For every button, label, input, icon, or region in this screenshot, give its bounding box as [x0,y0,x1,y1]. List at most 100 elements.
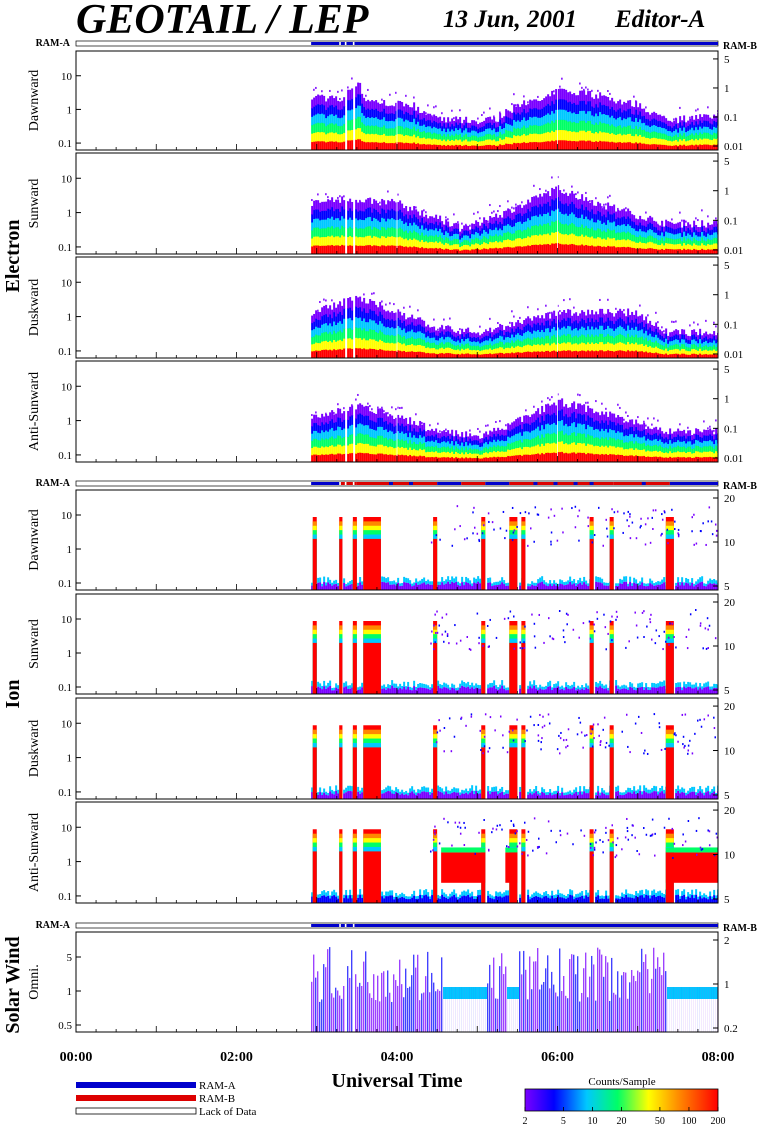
spectrogram-cell [499,131,502,139]
spectrogram-cell [493,235,496,243]
spectrogram-cell [425,336,428,343]
spectrogram-cell [383,227,386,237]
spectrogram-cell [647,137,650,145]
spectrogram-cell [603,343,606,352]
spectrogram-cell [599,211,602,221]
spectrogram-cell [369,318,372,330]
spectrogram-cell [463,441,466,447]
spectrogram-cell [603,414,606,423]
spectrogram-cell [337,125,340,135]
spectrogram-cell [377,142,380,150]
spectrogram-cell [421,131,424,139]
spectrogram-cell [413,230,416,239]
spectrogram-cell [337,417,340,427]
spectrogram-cell [701,225,704,233]
spectrogram-cell [313,236,316,246]
spectrogram-cell [577,403,580,414]
spectrogram-cell [427,137,430,145]
spectrogram-cell [661,133,664,140]
spectrogram-cell [687,238,690,244]
spectrogram-cell [523,415,526,424]
spectrogram-cell [375,236,378,246]
spectrogram-cell [375,437,378,447]
spectrogram-cell [593,115,596,125]
spectrogram-cell [425,436,428,442]
spectrogram-cell [487,434,490,440]
spectrogram-cell [705,114,708,121]
spectrogram-cell [393,342,396,351]
spectrogram-cell [367,216,370,227]
spectrogram-cell [541,244,544,254]
spectrogram-cell [469,336,472,342]
spectrogram-cell [355,326,358,338]
spectrogram-cell [335,199,338,210]
spectrogram-cell [341,215,344,226]
spectrogram-cell [437,348,440,354]
spectrogram-cell [469,447,472,453]
spectrogram-cell [323,122,326,133]
spectrogram-cell [423,143,426,150]
spectrogram-cell [407,455,410,462]
spectrogram-cell [471,444,474,450]
spectrogram-cell [635,236,638,243]
spectrogram-cell [527,344,530,352]
spectrogram-cell [647,217,650,225]
spectrogram-cell [437,248,440,254]
spectrogram-cell [547,452,550,462]
spectrogram-cell [617,101,620,110]
spectrogram-cell [321,201,324,212]
spectrogram-cell [375,413,378,423]
spectrogram-cell [713,126,716,133]
spectrogram-cell [547,320,550,329]
spectrogram-cell [551,313,554,322]
spectrogram-cell [407,317,410,325]
spectrogram-cell [585,131,588,142]
spectrogram-cell [589,314,592,323]
spectrogram-cell [413,102,416,111]
spectrogram-cell [427,440,430,447]
spectrogram-cell [401,237,404,247]
spectrogram-cell [449,457,452,462]
spectrogram-cell [367,99,370,109]
spectrogram-cell [427,451,430,458]
spectrogram-cell [703,225,706,231]
spectrogram-cell [369,207,372,217]
spectrogram-cell [691,249,694,254]
spectrogram-cell [661,349,664,355]
spectrogram-cell [505,210,508,219]
spectrogram-cell [535,244,538,254]
spectrogram-cell [321,349,324,358]
spectrogram-cell [543,437,546,446]
spectrogram-cell [409,222,412,231]
spectrogram-cell [633,121,636,130]
spectrogram-cell [379,348,382,358]
spectrogram-cell [635,133,638,143]
spectrogram-cell [623,350,626,358]
spectrogram-cell [675,338,678,345]
spectrogram-cell [601,308,604,318]
spectrogram-cell [703,230,706,236]
spectrogram-cell [607,219,610,229]
spectrogram-cell [699,227,702,233]
spectrogram-cell [607,309,610,318]
spectrogram-cell [611,453,614,462]
spectrogram-speck [395,91,397,94]
spectrogram-cell [407,442,410,450]
spectrogram-cell [473,223,476,230]
spectrogram-cell [379,339,382,350]
spectrogram-cell [417,344,420,352]
spectrogram-cell [593,132,596,142]
spectrogram-speck [707,334,709,337]
spectrogram-speck [423,209,425,212]
spectrogram-cell [391,226,394,237]
spectrogram-cell [547,243,550,254]
spectrogram-cell [601,349,604,358]
spectrogram-cell [567,425,570,436]
ram-bar-segment [437,482,462,485]
spectrogram-cell [369,235,372,246]
spectrogram-cell [363,210,366,221]
spectrogram-cell [371,116,374,126]
spectrogram-cell [675,333,678,340]
spectrogram-cell [479,335,482,340]
spectrogram-cell [687,232,690,239]
